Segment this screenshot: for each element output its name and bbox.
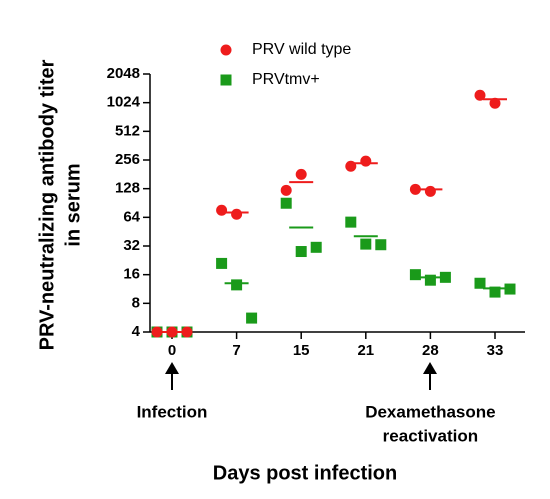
y-axis-label: in serum [62, 163, 84, 246]
annotation: Dexamethasone [365, 402, 495, 421]
data-point [504, 283, 516, 295]
data-point [360, 238, 372, 250]
annotation: reactivation [383, 426, 478, 445]
data-point [439, 271, 451, 283]
data-point [181, 326, 193, 338]
y-tick-label: 32 [123, 237, 140, 254]
legend-label: PRVtmv+ [252, 71, 320, 88]
y-tick-label: 1024 [107, 94, 141, 111]
x-axis-label: Days post infection [213, 462, 397, 484]
y-tick-label: 4 [132, 323, 141, 340]
data-point [280, 197, 292, 209]
data-point [424, 185, 436, 197]
data-point [345, 160, 357, 172]
data-point [231, 279, 243, 291]
y-tick-label: 64 [123, 208, 140, 225]
y-tick-label: 512 [115, 122, 140, 139]
data-point [246, 312, 258, 324]
data-point [489, 286, 501, 298]
x-tick-label: 21 [357, 342, 374, 359]
data-point [280, 184, 292, 196]
data-point [409, 183, 421, 195]
data-point [151, 326, 163, 338]
data-point [489, 97, 501, 109]
data-point [409, 269, 421, 281]
annotation: Infection [137, 402, 208, 421]
data-point [360, 155, 372, 167]
y-axis-label-group: PRV-neutralizing antibody titer in serum [36, 59, 84, 350]
arrow-head [423, 362, 437, 374]
y-tick-label: 128 [115, 180, 140, 197]
y-tick-label: 2048 [107, 65, 140, 82]
legend-marker [220, 74, 232, 86]
data-point [424, 274, 436, 286]
y-axis-label: PRV-neutralizing antibody titer [36, 59, 58, 350]
y-tick-label: 256 [115, 151, 140, 168]
data-point [295, 168, 307, 180]
x-tick-label: 33 [487, 342, 504, 359]
arrows [165, 362, 437, 390]
y-tick-label: 8 [132, 294, 140, 311]
data-point [295, 246, 307, 258]
data-point [474, 89, 486, 101]
x-tick-label: 28 [422, 342, 439, 359]
arrow-head [165, 362, 179, 374]
data-point [216, 257, 228, 269]
legend-marker [220, 44, 232, 56]
data-point [375, 239, 387, 251]
y-tick-label: 16 [123, 266, 140, 283]
data-point [231, 208, 243, 220]
data-point [310, 241, 322, 253]
data-point [345, 216, 357, 228]
legend-label: PRV wild type [252, 41, 351, 58]
x-tick-label: 7 [232, 342, 240, 359]
data-point [474, 277, 486, 289]
x-tick-label: 0 [168, 342, 176, 359]
data-point [216, 204, 228, 216]
x-tick-label: 15 [293, 342, 310, 359]
